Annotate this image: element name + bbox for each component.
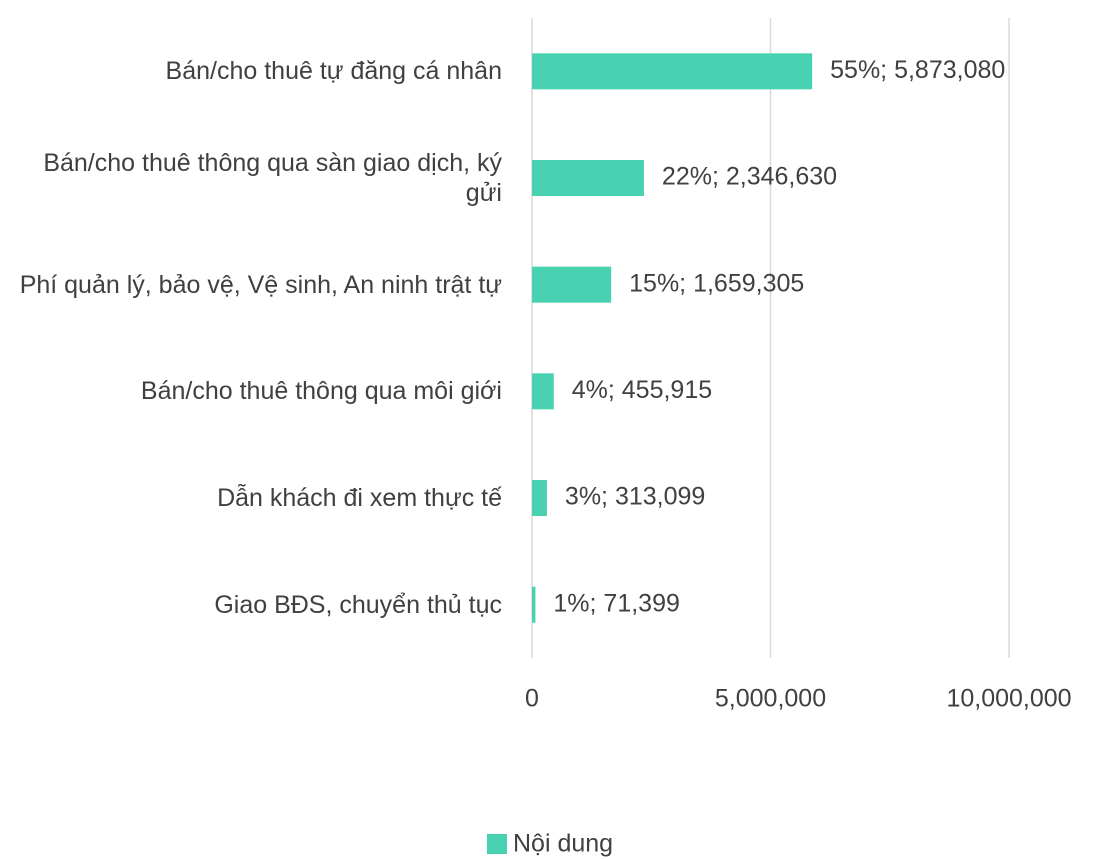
bar [532, 266, 612, 303]
data-label: 1%; 71,399 [553, 589, 680, 617]
x-tick-label: 5,000,000 [715, 685, 826, 713]
legend-label: Nội dung [513, 830, 613, 858]
bar [532, 53, 813, 90]
data-label: 4%; 455,915 [572, 376, 712, 404]
y-tick-label: Phí quản lý, bảo vệ, Vệ sinh, An ninh tr… [19, 270, 502, 299]
legend-swatch [487, 834, 507, 854]
bar [532, 160, 644, 196]
data-label: 15%; 1,659,305 [629, 269, 804, 297]
y-tick-label: Dẫn khách đi xem thực tế [217, 484, 502, 512]
data-label: 22%; 2,346,630 [662, 163, 837, 191]
y-tick-label: Giao BĐS, chuyển thủ tục [214, 590, 502, 619]
x-tick-label: 10,000,000 [946, 685, 1071, 713]
y-tick-label: Bán/cho thuê thông qua môi giới [140, 377, 502, 406]
data-label: 55%; 5,873,080 [830, 56, 1005, 84]
x-tick-label: 0 [525, 685, 539, 713]
y-tick-label: Bán/cho thuê thông qua sàn giao dịch, ký… [43, 149, 502, 207]
bar [532, 586, 536, 623]
data-label: 3%; 313,099 [565, 483, 705, 511]
bar [532, 373, 554, 410]
bar [532, 480, 547, 516]
y-tick-label: Bán/cho thuê tự đăng cá nhân [165, 57, 502, 86]
